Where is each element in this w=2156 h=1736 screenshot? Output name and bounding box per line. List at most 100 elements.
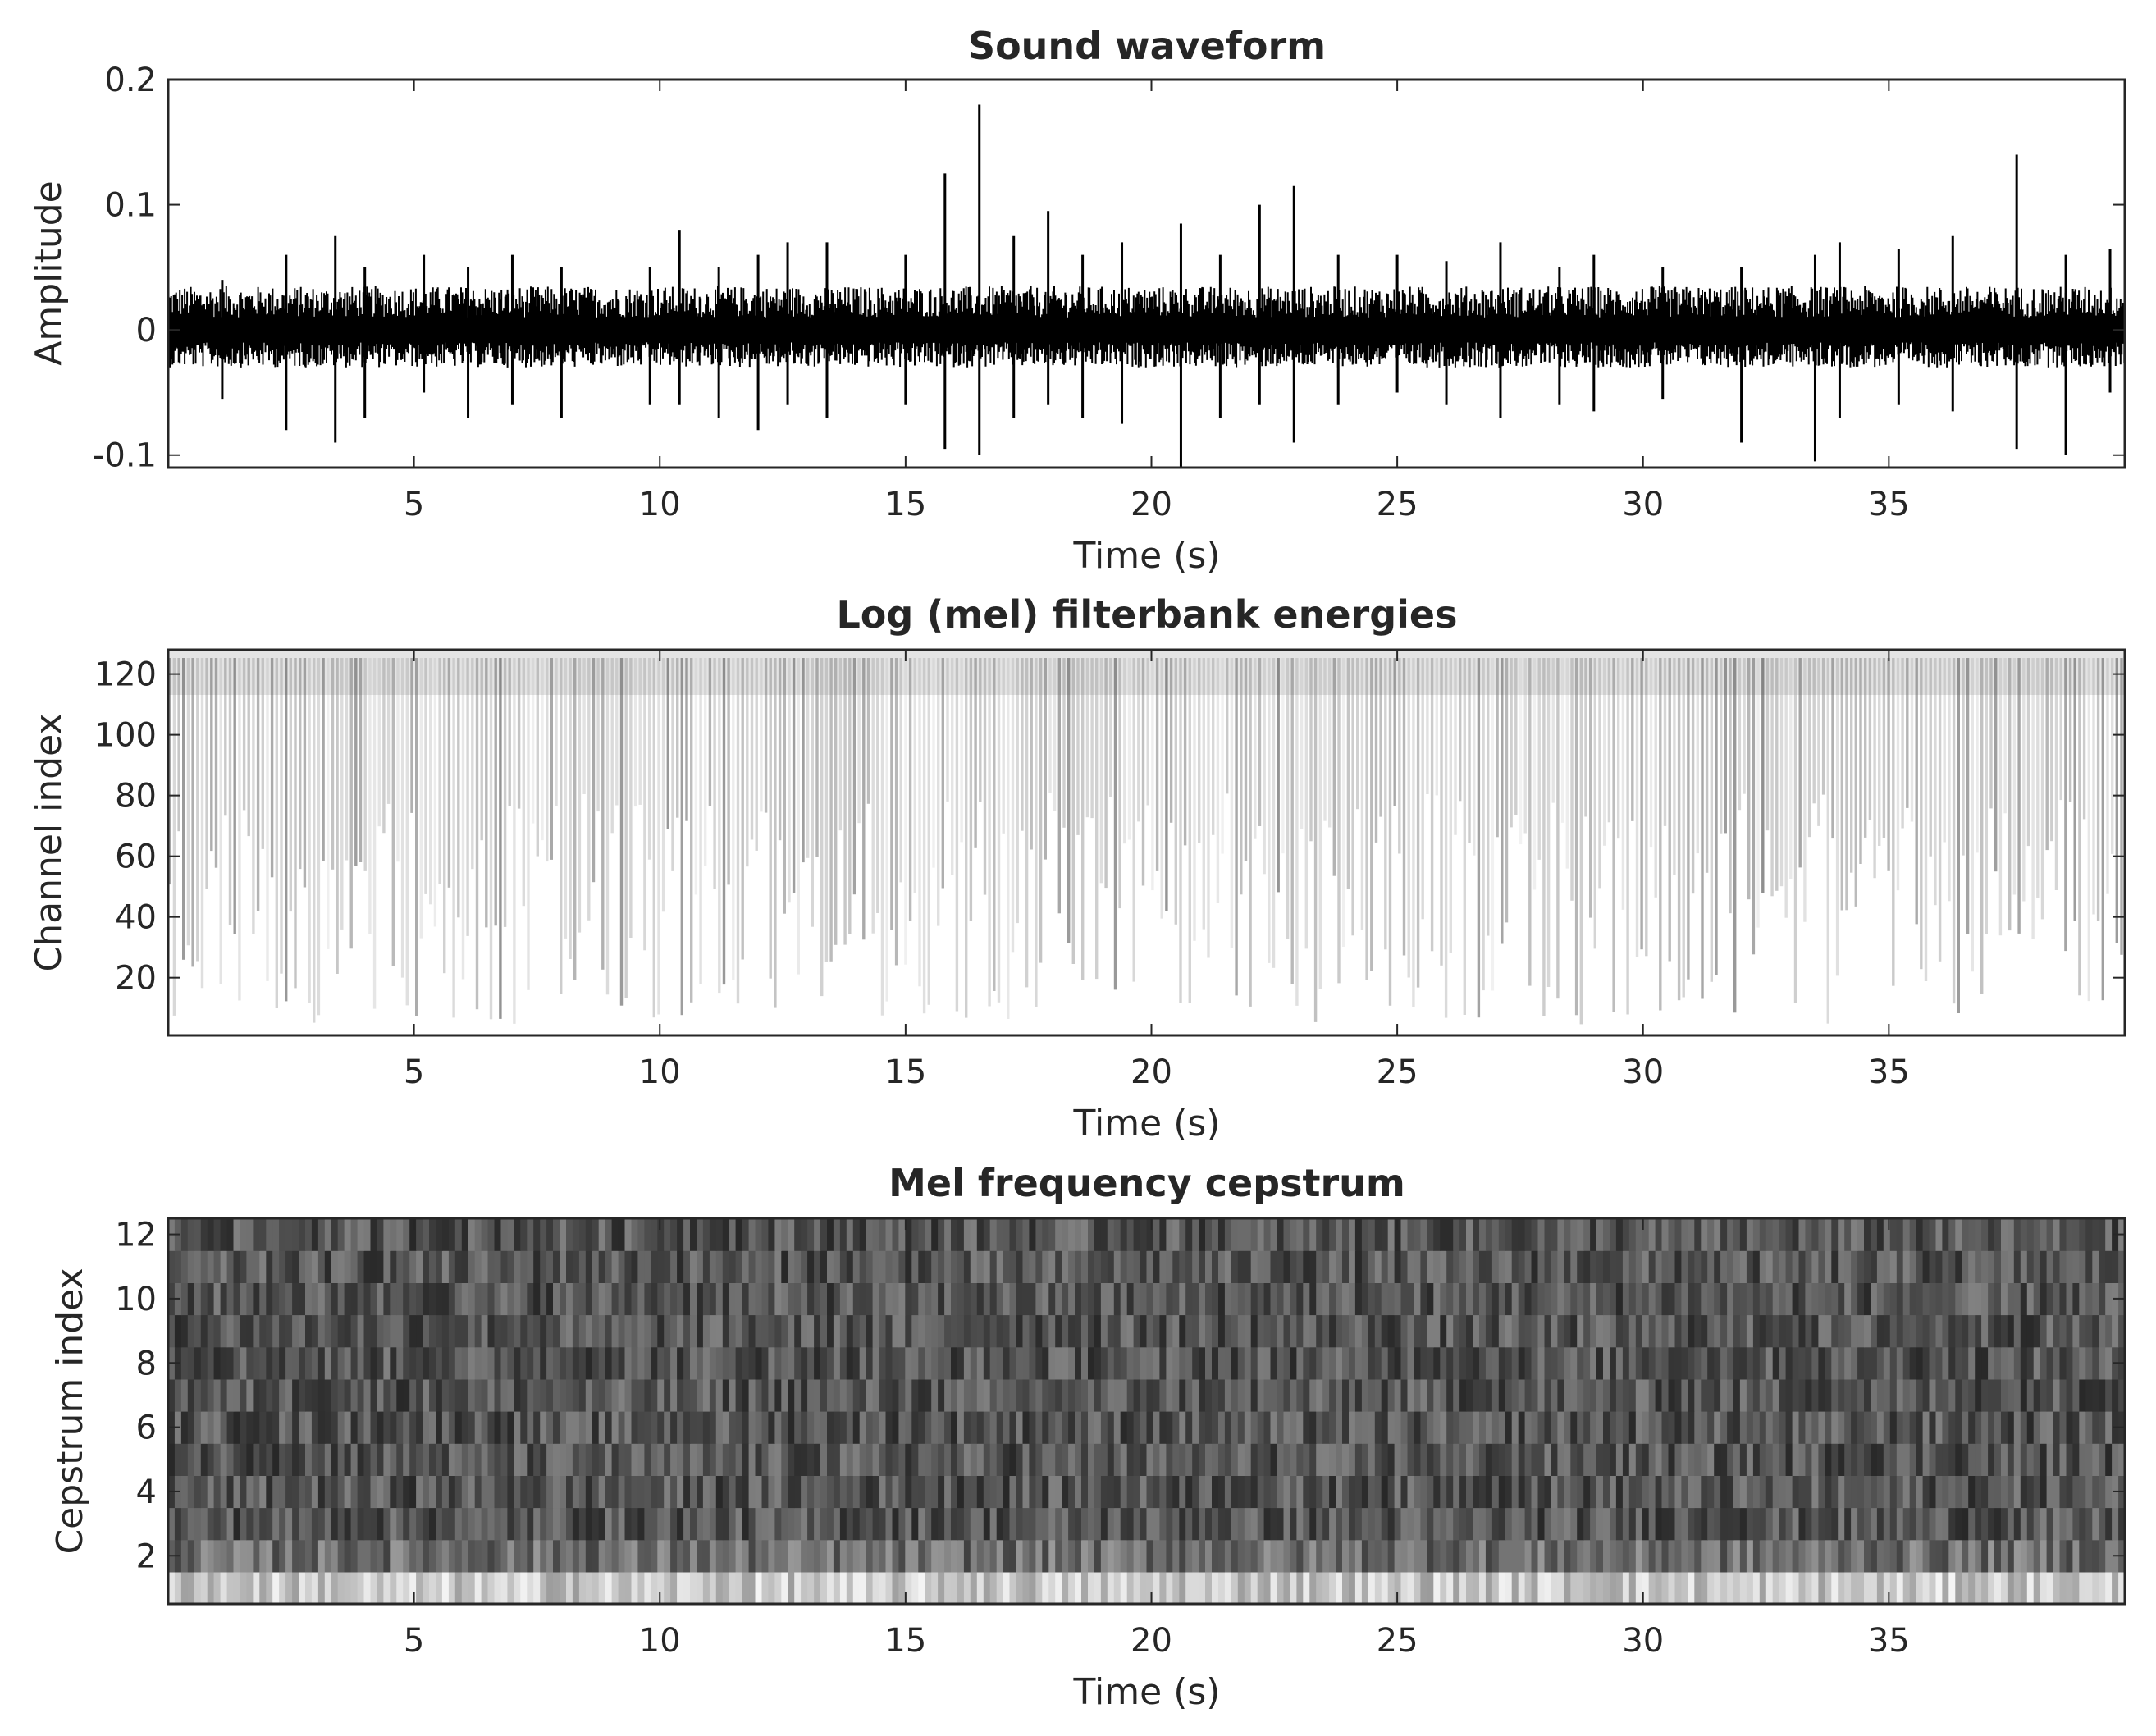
cepstrum-cell <box>702 1571 710 1605</box>
cepstrum-cell <box>2112 1314 2119 1348</box>
cepstrum-cell <box>441 1411 450 1444</box>
filterbank-streak <box>461 658 465 980</box>
cepstrum-cell <box>324 1475 332 1509</box>
filterbank-streak <box>1174 658 1177 925</box>
cepstrum-cell <box>697 1571 704 1605</box>
cepstrum-cell <box>1035 1314 1043 1348</box>
cepstrum-cell <box>748 1475 756 1509</box>
filterbank-streak <box>1668 658 1671 962</box>
filterbank-streak <box>802 658 805 863</box>
cepstrum-cell <box>578 1250 587 1283</box>
cepstrum-cell <box>1100 1571 1108 1605</box>
cepstrum-cell <box>1642 1475 1650 1509</box>
cepstrum-cell <box>1212 1475 1219 1509</box>
cepstrum-cell <box>624 1539 633 1573</box>
cepstrum-cell <box>546 1250 554 1283</box>
cepstrum-cell <box>1831 1443 1839 1476</box>
cepstrum-cell <box>1844 1475 1852 1509</box>
cepstrum-cell <box>755 1571 763 1605</box>
cepstrum-cell <box>1655 1475 1663 1509</box>
cepstrum-cell <box>468 1346 476 1380</box>
cepstrum-cell <box>742 1507 750 1541</box>
cepstrum-cell <box>423 1475 430 1509</box>
filterbank-streak <box>438 658 441 884</box>
cepstrum-cell <box>1270 1378 1278 1412</box>
cepstrum-cell <box>1479 1507 1487 1541</box>
cepstrum-cell <box>944 1250 952 1283</box>
cepstrum-cell <box>1290 1378 1297 1412</box>
cepstrum-cell <box>931 1378 939 1412</box>
cepstrum-cell <box>350 1282 359 1316</box>
cepstrum-cell <box>180 1282 189 1316</box>
cepstrum-cell <box>885 1378 893 1412</box>
cepstrum-cell <box>1192 1571 1199 1605</box>
cepstrum-cell <box>266 1411 273 1444</box>
filterbank-streak <box>727 658 730 885</box>
cepstrum-cell <box>1831 1282 1839 1316</box>
cepstrum-cell <box>200 1250 208 1283</box>
filterbank-streak <box>582 658 586 794</box>
cepstrum-cell <box>1955 1314 1962 1348</box>
cepstrum-cell <box>1929 1378 1937 1412</box>
cepstrum-cell <box>1583 1218 1591 1251</box>
cepstrum-cell <box>1948 1314 1956 1348</box>
cepstrum-cell <box>1518 1411 1526 1444</box>
cepstrum-cell <box>1792 1378 1800 1412</box>
cepstrum-cell <box>1009 1314 1017 1348</box>
cepstrum-cell <box>1166 1507 1173 1541</box>
cepstrum-cell <box>494 1314 502 1348</box>
cepstrum-cell <box>259 1539 267 1573</box>
cepstrum-cell <box>801 1378 808 1412</box>
cepstrum-cell <box>1446 1539 1454 1573</box>
cepstrum-cell <box>807 1378 815 1412</box>
cepstrum-cell <box>996 1539 1004 1573</box>
cepstrum-cell <box>2046 1571 2054 1605</box>
cepstrum-cell <box>644 1475 651 1509</box>
filterbank-streak <box>1109 658 1112 797</box>
cepstrum-cell <box>1916 1218 1924 1251</box>
filterbank-streak <box>1789 658 1793 879</box>
cepstrum-cell <box>833 1411 841 1444</box>
cepstrum-cell <box>963 1571 971 1605</box>
cepstrum-cell <box>1688 1218 1695 1251</box>
cepstrum-cell <box>2112 1443 2119 1476</box>
cepstrum-cell <box>1864 1378 1871 1412</box>
cepstrum-cell <box>898 1539 906 1573</box>
cepstrum-cell <box>1628 1507 1637 1541</box>
filterbank-streak <box>927 658 930 1005</box>
cepstrum-cell <box>1577 1218 1584 1251</box>
cepstrum-cell <box>2092 1443 2099 1476</box>
filterbank-streak <box>1589 658 1592 918</box>
cepstrum-cell <box>461 1443 469 1476</box>
cepstrum-cell <box>292 1539 299 1573</box>
filterbank-streak <box>1743 658 1746 794</box>
cepstrum-cell <box>2079 1346 2086 1380</box>
cepstrum-cell <box>1857 1346 1865 1380</box>
cepstrum-cell <box>735 1250 743 1283</box>
cepstrum-cell <box>1603 1443 1610 1476</box>
cepstrum-cell <box>416 1314 423 1348</box>
cepstrum-cell <box>1361 1250 1369 1283</box>
cepstrum-cell <box>820 1475 828 1509</box>
cepstrum-cell <box>957 1314 965 1348</box>
cepstrum-cell <box>715 1282 724 1316</box>
cepstrum-cell <box>461 1346 469 1380</box>
cepstrum-cell <box>951 1443 958 1476</box>
waveform-xtick-label: 15 <box>884 486 926 523</box>
cepstrum-cell <box>1316 1475 1323 1509</box>
cepstrum-cell <box>1916 1282 1924 1316</box>
cepstrum-cell <box>474 1250 482 1283</box>
cepstrum-cell <box>1825 1411 1832 1444</box>
filterbank-streak <box>340 658 344 930</box>
cepstrum-cell <box>1309 1218 1317 1251</box>
cepstrum-cell <box>520 1411 528 1444</box>
cepstrum-cell <box>1329 1475 1336 1509</box>
filterbank-streak <box>1752 658 1756 955</box>
cepstrum-cell <box>618 1282 626 1316</box>
cepstrum-cell <box>1029 1443 1036 1476</box>
filterbank-streak <box>433 658 437 927</box>
filterbank-streak <box>1985 658 1988 934</box>
cepstrum-cell <box>1524 1250 1532 1283</box>
cepstrum-cell <box>383 1411 391 1444</box>
cepstrum-cell <box>1994 1507 2002 1541</box>
